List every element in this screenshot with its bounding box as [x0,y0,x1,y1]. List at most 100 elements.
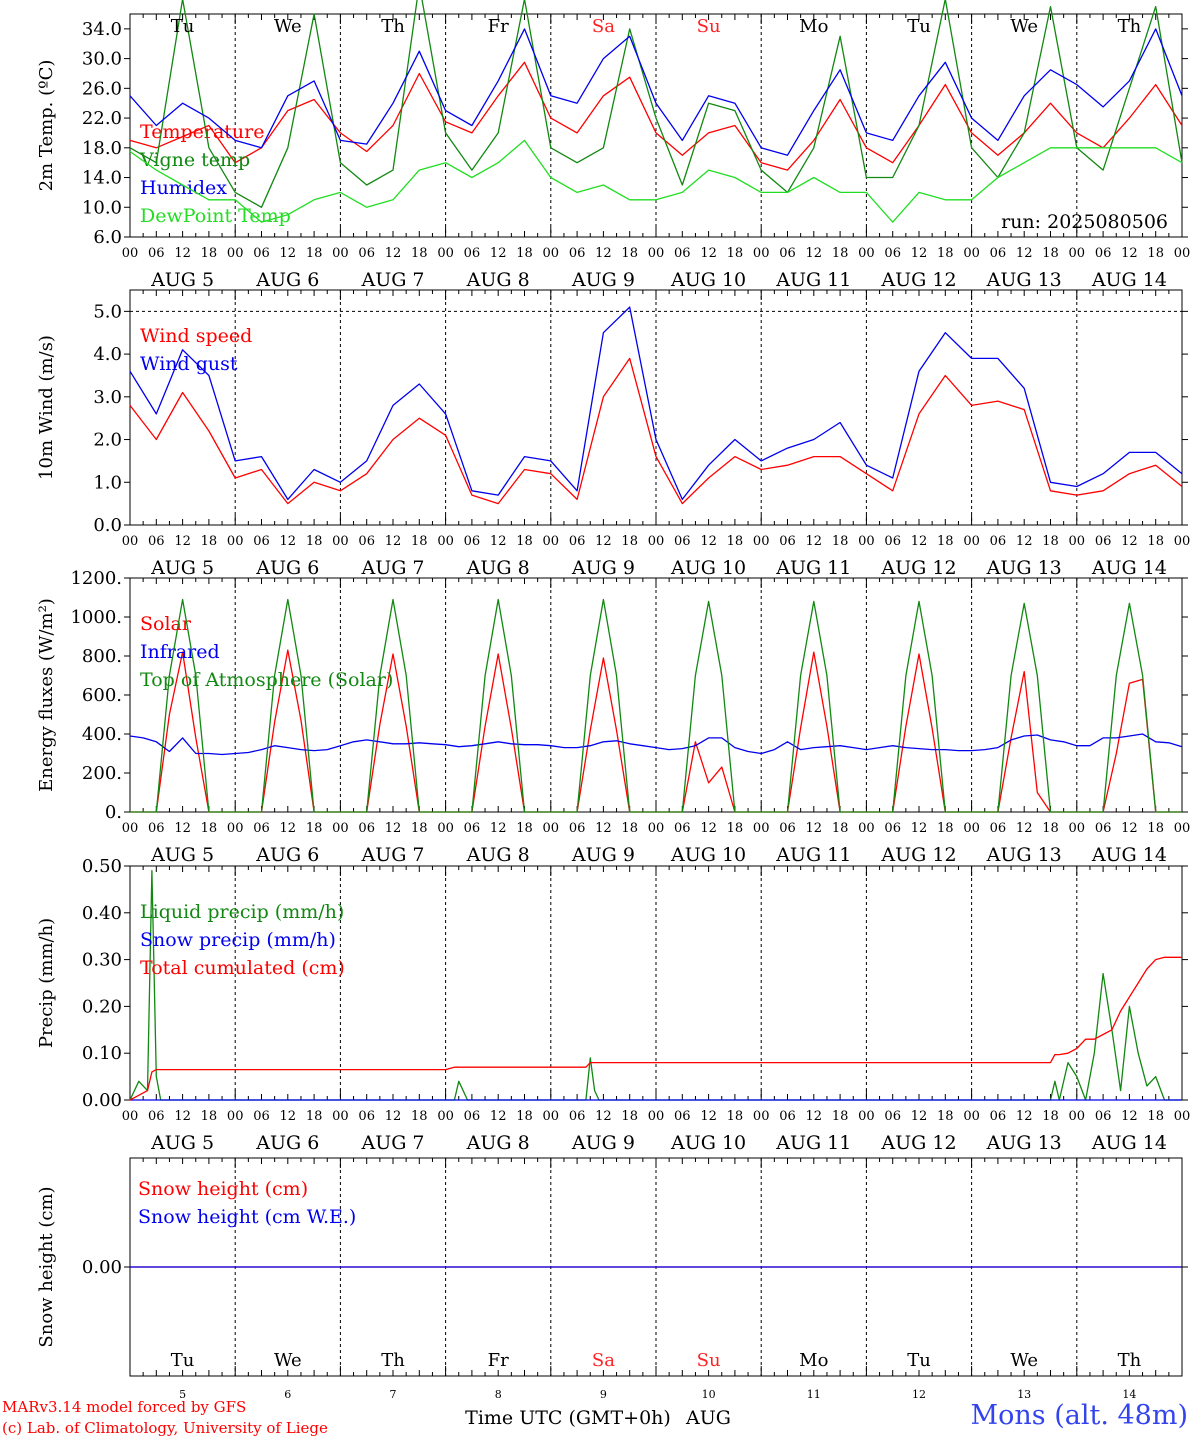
hour-tick-label: 12 [1121,821,1138,836]
hour-tick-label: 12 [595,821,612,836]
date-label: AUG 12 [880,1132,956,1154]
hour-tick-label: 18 [411,246,428,261]
hour-tick-label: 06 [1095,821,1112,836]
hour-tick-label: 18 [411,1109,428,1124]
series-line [130,598,1182,813]
hour-tick-label: 06 [674,534,691,549]
day-of-week-label: Mo [799,16,828,37]
hour-tick-label: 06 [1095,534,1112,549]
date-label: AUG 7 [360,557,424,579]
date-label: AUG 13 [986,1132,1062,1154]
hour-tick-label: 00 [1069,1109,1086,1124]
y-tick-label: 0.40 [82,903,122,924]
date-label: AUG 7 [360,269,424,291]
day-of-week-label: We [1010,16,1038,37]
hour-tick-label: 12 [1016,246,1033,261]
hour-tick-label: 06 [253,246,270,261]
hour-tick-label: 00 [227,821,244,836]
hour-tick-label: 00 [648,246,665,261]
hour-tick-label: 06 [464,246,481,261]
hour-tick-label: 12 [595,534,612,549]
legend-entry: Total cumulated (cm) [140,957,345,979]
hour-tick-label: 18 [411,534,428,549]
date-label: AUG 5 [150,1132,214,1154]
hour-tick-label: 12 [1016,821,1033,836]
hour-tick-label: 06 [1095,1109,1112,1124]
hour-tick-label: 00 [437,1109,454,1124]
hour-tick-label: 06 [990,1109,1007,1124]
date-label: AUG 12 [880,844,956,866]
y-tick-label: 1200. [70,568,122,589]
y-axis-title: Snow height (cm) [36,1186,57,1347]
hour-tick-label: 18 [937,1109,954,1124]
hour-tick-label: 00 [1069,246,1086,261]
hour-tick-label: 18 [621,821,638,836]
y-tick-label: 0.00 [82,1257,122,1278]
day-number-label: 6 [284,1388,291,1401]
hour-tick-label: 12 [174,246,191,261]
day-number-label: 8 [495,1388,502,1401]
hour-tick-label: 18 [1042,1109,1059,1124]
date-label: AUG 13 [986,269,1062,291]
hour-tick-label: 12 [1016,534,1033,549]
hour-tick-label: 06 [148,534,165,549]
hour-tick-label: 12 [385,1109,402,1124]
y-tick-label: 800. [82,646,122,667]
hour-tick-label: 18 [201,821,218,836]
y-tick-label: 3.0 [93,387,122,408]
hour-tick-label: 00 [858,534,875,549]
hour-tick-label: 12 [700,246,717,261]
hour-tick-label: 18 [727,534,744,549]
hour-tick-label: 06 [569,821,586,836]
series-line [129,733,1183,756]
hour-tick-label: 06 [674,821,691,836]
hour-tick-label: 12 [174,1109,191,1124]
hour-tick-label: 00 [122,821,139,836]
hour-tick-label: 00 [543,821,560,836]
date-label: AUG 11 [775,557,851,579]
y-tick-label: 0.10 [82,1043,122,1064]
day-number-label: 11 [807,1388,821,1401]
hour-tick-label: 12 [385,534,402,549]
hour-tick-label: 18 [1042,246,1059,261]
day-number-label: 12 [912,1388,926,1401]
hour-tick-label: 06 [884,534,901,549]
series-line [129,61,1183,171]
hour-tick-label: 00 [437,246,454,261]
hour-tick-label: 06 [990,534,1007,549]
hour-tick-label: 12 [280,1109,297,1124]
hour-tick-label: 06 [464,821,481,836]
hour-tick-label: 06 [464,534,481,549]
date-label: AUG 14 [1091,1132,1167,1154]
hour-tick-label: 00 [332,821,349,836]
hour-tick-label: 12 [595,246,612,261]
date-label: AUG 6 [255,844,319,866]
date-label: AUG 5 [150,557,214,579]
hour-tick-label: 00 [753,1109,770,1124]
hour-tick-label: 18 [937,821,954,836]
day-of-week-label: Fr [488,16,509,37]
date-label: AUG 10 [670,844,746,866]
date-label: AUG 6 [255,269,319,291]
hour-tick-label: 18 [1147,534,1164,549]
hour-tick-label: 18 [201,246,218,261]
hour-tick-label: 00 [122,534,139,549]
hour-tick-label: 06 [253,534,270,549]
date-label: AUG 13 [986,557,1062,579]
date-label: AUG 13 [986,844,1062,866]
hour-tick-label: 12 [911,1109,928,1124]
day-of-week-label: Tu [907,1350,931,1371]
date-label: AUG 12 [880,269,956,291]
hour-tick-label: 00 [963,1109,980,1124]
hour-tick-label: 18 [306,534,323,549]
hour-tick-label: 06 [148,821,165,836]
date-label: AUG 14 [1091,269,1167,291]
hour-tick-label: 18 [516,534,533,549]
y-axis-title: Precip (mm/h) [36,918,57,1048]
date-label: AUG 7 [360,844,424,866]
hour-tick-label: 12 [806,821,823,836]
hour-tick-label: 18 [201,1109,218,1124]
hour-tick-label: 18 [1147,1109,1164,1124]
series-line [129,0,1183,208]
hour-tick-label: 18 [516,246,533,261]
